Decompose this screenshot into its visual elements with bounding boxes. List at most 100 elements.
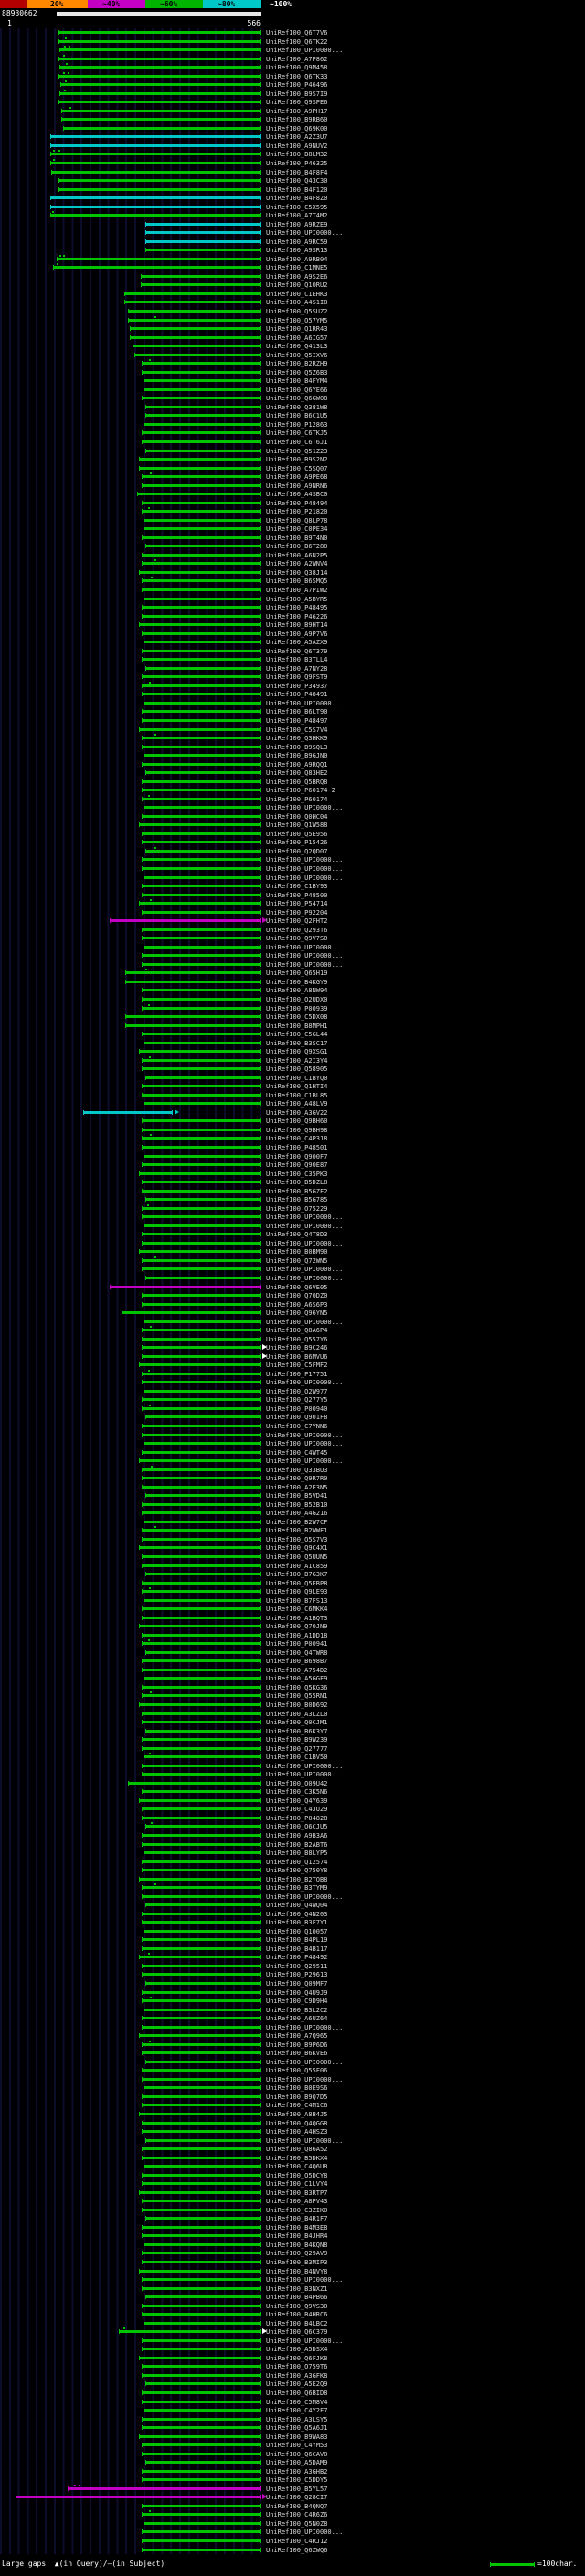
hit-label[interactable]: UniRef100_Q1W588 [266, 822, 328, 830]
hit-label[interactable]: UniRef100_UPI0000... [266, 1266, 344, 1274]
hit-bar[interactable] [141, 2337, 261, 2343]
hit-label[interactable]: UniRef100_UPI0000... [266, 960, 344, 969]
hit-label[interactable]: UniRef100_C1BL85 [266, 1091, 328, 1099]
hit-label[interactable]: UniRef100_Q86A52 [266, 2146, 328, 2154]
hit-bar[interactable] [141, 1693, 261, 1699]
hit-bar[interactable] [141, 2076, 261, 2082]
hit-bar[interactable] [145, 2381, 261, 2387]
hit-bar[interactable] [141, 1972, 261, 1977]
hit-bar[interactable] [144, 1519, 261, 1524]
hit-bar[interactable] [139, 1876, 261, 1882]
hit-label[interactable]: UniRef100_B9Q7D5 [266, 2093, 328, 2101]
hit-bar[interactable] [141, 692, 261, 697]
hit-bar[interactable] [141, 796, 261, 801]
hit-bar[interactable] [141, 1684, 261, 1690]
hit-bar[interactable] [145, 2137, 261, 2143]
hit-label[interactable]: UniRef100_Q9SPE6 [266, 99, 328, 107]
hit-label[interactable]: UniRef100_A2Z3U7 [266, 133, 328, 142]
hit-label[interactable]: UniRef100_Q65H19 [266, 970, 328, 978]
hit-label[interactable]: UniRef100_UPI0000... [266, 1440, 344, 1448]
hit-bar[interactable] [141, 361, 261, 366]
hit-label[interactable]: UniRef100_C4RJ12 [266, 2538, 328, 2545]
hit-bar[interactable] [141, 909, 261, 915]
hit-bar[interactable] [121, 1310, 261, 1316]
hit-label[interactable]: UniRef100_B6SMQ5 [266, 578, 328, 586]
hit-label[interactable]: UniRef100_P48497 [266, 716, 328, 725]
hit-bar[interactable] [141, 1841, 261, 1847]
hit-label[interactable]: UniRef100_B4QNQ7 [266, 2502, 328, 2510]
hit-bar[interactable] [141, 1353, 261, 1359]
hit-label[interactable]: UniRef100_Q28CI7 [266, 2494, 328, 2502]
hit-label[interactable]: UniRef100_A8B4J5 [266, 2110, 328, 2118]
hit-bar[interactable] [123, 300, 261, 305]
hit-label[interactable]: UniRef100_Q5UUN5 [266, 1553, 328, 1561]
hit-bar[interactable] [141, 430, 261, 436]
hit-label[interactable]: UniRef100_Q90E87 [266, 1161, 328, 1170]
hit-label[interactable]: UniRef100_C5GL44 [266, 1031, 328, 1039]
hit-label[interactable]: UniRef100_P60174 [266, 795, 328, 803]
hit-bar[interactable] [141, 535, 261, 540]
hit-label[interactable]: UniRef100_Q277Y5 [266, 1396, 328, 1405]
hit-label[interactable]: UniRef100_P92204 [266, 908, 328, 917]
hit-bar[interactable] [141, 1501, 261, 1507]
hit-bar[interactable] [58, 100, 261, 105]
hit-bar[interactable] [141, 2199, 261, 2204]
hit-bar[interactable] [144, 1754, 261, 1760]
hit-bar[interactable] [141, 1424, 261, 1428]
hit-label[interactable]: UniRef100_C35PK3 [266, 1170, 328, 1178]
hit-bar[interactable] [141, 1405, 261, 1411]
hit-bar[interactable] [145, 404, 261, 409]
hit-bar[interactable] [49, 143, 261, 148]
hit-label[interactable]: UniRef100_UPI0000... [266, 47, 344, 55]
hit-label[interactable]: UniRef100_A4SBC0 [266, 491, 328, 499]
hit-bar[interactable] [141, 2233, 261, 2239]
hit-bar[interactable] [141, 1641, 261, 1647]
hit-label[interactable]: UniRef100_Q6VE05 [266, 1283, 328, 1291]
hit-label[interactable]: UniRef100_A3LZL0 [266, 1710, 328, 1718]
hit-label[interactable]: UniRef100_Q750Y8 [266, 1867, 328, 1875]
hit-label[interactable]: UniRef100_UPI0000... [266, 2023, 344, 2031]
hit-label[interactable]: UniRef100_A9NUV2 [266, 142, 328, 150]
hit-label[interactable]: UniRef100_P00940 [266, 1405, 328, 1413]
hit-bar[interactable] [141, 2303, 261, 2308]
hit-bar[interactable] [141, 1232, 261, 1237]
hit-bar[interactable] [139, 457, 261, 462]
hit-label[interactable]: UniRef100_Q72WN5 [266, 1256, 328, 1265]
hit-bar[interactable] [145, 1903, 261, 1908]
hit-label[interactable]: UniRef100_A9RB04 [266, 255, 328, 263]
hit-label[interactable]: UniRef100_P46496 [266, 81, 328, 90]
hit-bar[interactable] [139, 1249, 261, 1255]
hit-label[interactable]: UniRef100_Q4WQ04 [266, 1902, 328, 1910]
hit-bar[interactable] [141, 1162, 261, 1168]
hit-bar[interactable] [141, 2512, 261, 2518]
hit-label[interactable]: UniRef100_Q9FST9 [266, 673, 328, 682]
hit-bar[interactable] [144, 230, 261, 236]
hit-bar[interactable] [141, 1084, 261, 1089]
hit-bar[interactable] [139, 1171, 261, 1176]
hit-label[interactable]: UniRef100_B3NXZ1 [266, 2284, 328, 2293]
hit-label[interactable]: UniRef100_UPI0000... [266, 1379, 344, 1387]
hit-bar[interactable] [144, 2164, 261, 2169]
hit-label[interactable]: UniRef100_B3MIP3 [266, 2259, 328, 2266]
hit-bar[interactable] [141, 813, 261, 819]
hit-bar[interactable] [144, 1388, 261, 1394]
hit-bar[interactable] [144, 1101, 261, 1107]
hit-bar[interactable] [141, 1127, 261, 1132]
hit-bar[interactable] [141, 2120, 261, 2125]
hit-bar[interactable] [141, 1032, 261, 1037]
hit-bar[interactable] [145, 1197, 261, 1203]
hit-label[interactable]: UniRef100_Q5E956 [266, 830, 328, 838]
hit-label[interactable]: UniRef100_Q1HTI4 [266, 1083, 328, 1091]
hit-bar[interactable] [141, 831, 261, 836]
hit-label[interactable]: UniRef100_Q6T7V6 [266, 29, 328, 37]
hit-bar[interactable] [144, 1597, 261, 1603]
hit-label[interactable]: UniRef100_B2W7CF [266, 1518, 328, 1526]
hit-bar[interactable] [144, 526, 261, 532]
hit-label[interactable]: UniRef100_Q83HE2 [266, 769, 328, 778]
hit-label[interactable]: UniRef100_C1BYQ0 [266, 1074, 328, 1082]
hit-label[interactable]: UniRef100_O75229 [266, 1204, 328, 1213]
hit-bar[interactable] [141, 884, 261, 889]
hit-label[interactable]: UniRef100_B7G3K7 [266, 1571, 328, 1579]
hit-bar[interactable] [141, 1832, 261, 1838]
hit-label[interactable]: UniRef100_A2WNV4 [266, 560, 328, 568]
